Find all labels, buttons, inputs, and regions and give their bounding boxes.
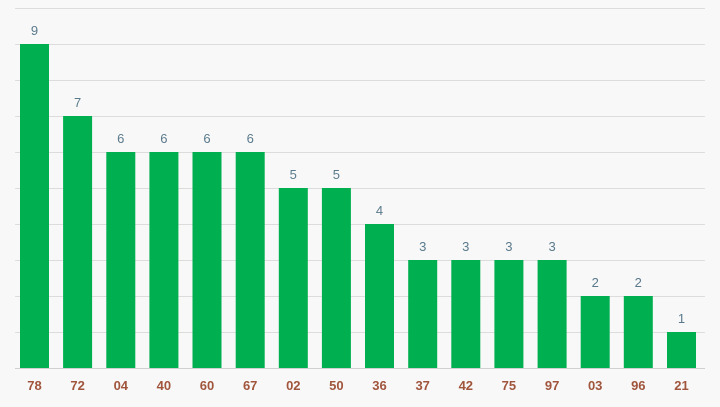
value-label-60: 6 [203, 131, 210, 146]
value-label-40: 6 [160, 131, 167, 146]
bar-60 [192, 152, 222, 368]
bars [20, 44, 696, 368]
value-label-04: 6 [117, 131, 124, 146]
value-label-02: 5 [290, 167, 297, 182]
bar-42 [451, 260, 481, 368]
category-label-97: 97 [545, 378, 559, 393]
bar-37 [408, 260, 438, 368]
bar-04 [106, 152, 136, 368]
category-label-37: 37 [415, 378, 429, 393]
value-label-96: 2 [635, 275, 642, 290]
bar-96 [623, 296, 653, 368]
bar-67 [235, 152, 265, 368]
category-label-60: 60 [200, 378, 214, 393]
value-label-21: 1 [678, 311, 685, 326]
category-label-42: 42 [459, 378, 473, 393]
value-label-42: 3 [462, 239, 469, 254]
value-labels: 9 7 6 6 6 6 5 5 4 3 3 3 3 2 2 1 [31, 23, 685, 326]
category-label-03: 03 [588, 378, 602, 393]
category-label-96: 96 [631, 378, 645, 393]
category-label-40: 40 [157, 378, 171, 393]
value-label-75: 3 [505, 239, 512, 254]
value-label-37: 3 [419, 239, 426, 254]
value-label-03: 2 [592, 275, 599, 290]
value-label-67: 6 [247, 131, 254, 146]
bar-03 [580, 296, 610, 368]
category-label-67: 67 [243, 378, 257, 393]
value-label-78: 9 [31, 23, 38, 38]
bar-78 [20, 44, 49, 368]
value-label-72: 7 [74, 95, 81, 110]
category-label-21: 21 [674, 378, 688, 393]
bar-97 [537, 260, 567, 368]
category-label-72: 72 [70, 378, 84, 393]
category-axis-labels: 78 72 04 40 60 67 02 50 36 37 42 75 97 03 96 21 [27, 378, 688, 393]
value-label-36: 4 [376, 203, 383, 218]
bar-72 [63, 116, 93, 368]
category-label-36: 36 [372, 378, 386, 393]
bar-75 [494, 260, 524, 368]
bar-02 [278, 188, 308, 368]
bar-50 [321, 188, 351, 368]
category-label-50: 50 [329, 378, 343, 393]
category-label-75: 75 [502, 378, 516, 393]
category-label-78: 78 [27, 378, 41, 393]
bar-21 [667, 332, 696, 368]
category-label-02: 02 [286, 378, 300, 393]
value-label-50: 5 [333, 167, 340, 182]
value-label-97: 3 [548, 239, 555, 254]
bar-40 [149, 152, 179, 368]
category-label-04: 04 [114, 378, 129, 393]
bar-36 [365, 224, 394, 368]
